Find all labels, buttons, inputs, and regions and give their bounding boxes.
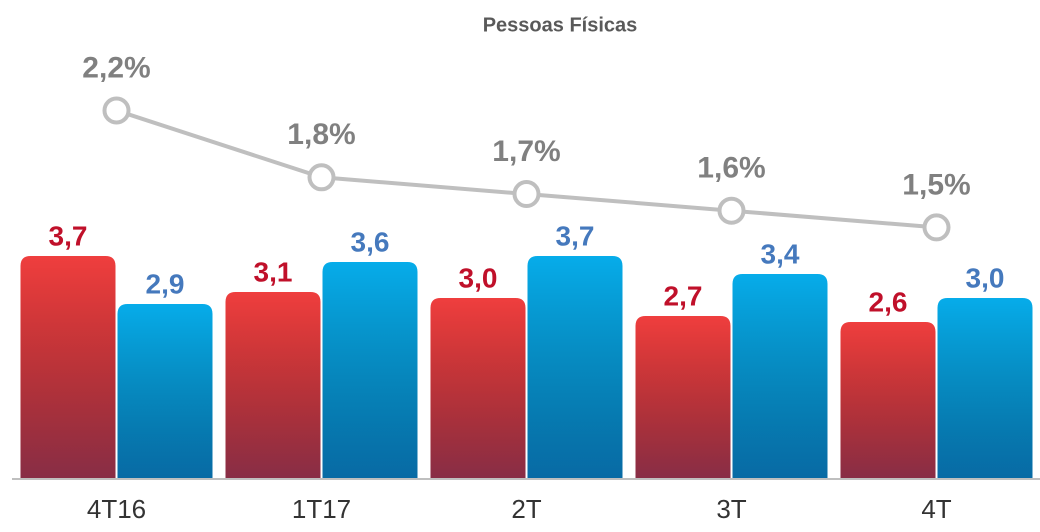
line-point	[307, 163, 336, 192]
line-point	[717, 196, 746, 225]
x-tick-label: 2T	[511, 494, 541, 524]
bar-shade	[840, 322, 936, 478]
x-tick-label: 1T17	[292, 494, 351, 524]
data-label: 2,6	[869, 286, 908, 317]
bar-shade	[322, 262, 418, 478]
data-label: 3,4	[761, 238, 800, 269]
x-tick-label: 4T	[921, 494, 951, 524]
bar-shade	[937, 298, 1033, 478]
data-label: 3,1	[254, 256, 293, 287]
bar-shade	[430, 298, 526, 478]
data-label: 1,7%	[492, 135, 560, 168]
bar-shade	[527, 256, 623, 478]
line-point	[512, 180, 541, 208]
x-tick-label: 3T	[716, 494, 746, 524]
data-label: 3,6	[351, 226, 390, 257]
data-label: 1,6%	[697, 152, 765, 185]
chart-title: Pessoas Físicas	[483, 14, 638, 36]
data-label: 3,7	[556, 220, 595, 251]
data-label: 1,5%	[902, 168, 970, 201]
line-point	[102, 96, 131, 125]
data-label: 2,9	[146, 268, 185, 299]
x-tick-label: 4T16	[87, 494, 146, 524]
data-label: 3,0	[966, 262, 1005, 293]
bar-shade	[117, 304, 213, 478]
bar-shade	[20, 256, 116, 478]
data-label: 2,2%	[82, 51, 150, 84]
line	[115, 108, 937, 230]
bar-shade	[732, 274, 828, 478]
line-point	[922, 213, 951, 242]
data-label: 2,7	[664, 280, 703, 311]
bar-shade	[635, 316, 731, 478]
data-label: 3,0	[459, 262, 498, 293]
data-label: 3,7	[49, 220, 88, 251]
data-label: 1,8%	[287, 118, 355, 151]
bar-shade	[225, 292, 321, 478]
